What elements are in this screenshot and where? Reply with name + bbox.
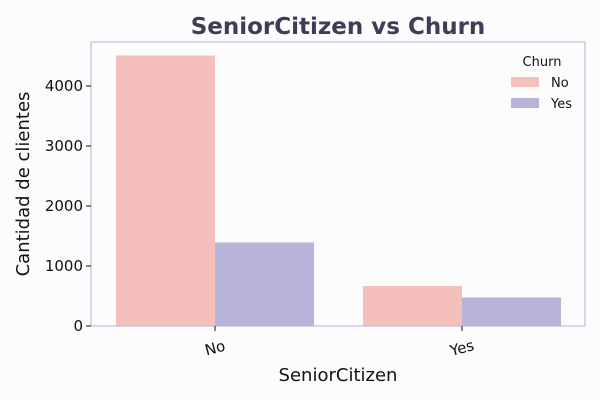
y-tick-label-4000: 4000 <box>45 77 83 95</box>
y-tick-label-2000: 2000 <box>45 197 83 215</box>
y-axis-label: Cantidad de clientes <box>13 92 34 277</box>
x-tick-label-no: No <box>203 337 227 360</box>
legend-swatch-yes <box>511 98 539 108</box>
y-tick-label-0: 0 <box>73 317 83 335</box>
x-tick-label-yes: Yes <box>447 336 476 360</box>
bars-layer <box>116 55 561 327</box>
legend-label-no: No <box>551 76 569 91</box>
legend-title: Churn <box>523 55 562 70</box>
chart-title: SeniorCitizen vs Churn <box>191 14 486 40</box>
y-tick-label-3000: 3000 <box>45 137 83 155</box>
x-axis-label: SeniorCitizen <box>279 365 398 386</box>
bar-no-no <box>116 55 215 327</box>
x-axis: No Yes <box>203 326 476 360</box>
legend-swatch-no <box>511 77 539 87</box>
legend: Churn No Yes <box>511 55 572 112</box>
bar-no-yes <box>215 242 314 326</box>
y-axis: 0 1000 2000 3000 4000 <box>45 77 91 335</box>
bar-yes-no <box>363 286 462 326</box>
bar-yes-yes <box>462 297 561 326</box>
plot-frame <box>90 41 586 327</box>
y-tick-label-1000: 1000 <box>45 257 83 275</box>
legend-label-yes: Yes <box>550 97 572 112</box>
